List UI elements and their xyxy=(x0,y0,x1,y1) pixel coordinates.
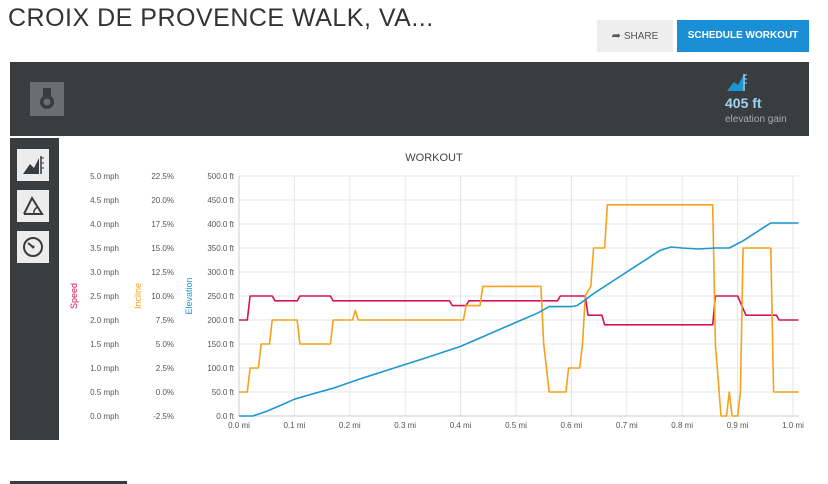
speed-tick-label: 0.0 mph xyxy=(90,412,119,421)
x-tick-label: 0.1 mi xyxy=(284,421,306,430)
incline-tick-label: 17.5% xyxy=(151,220,174,229)
x-tick-label: 0.5 mi xyxy=(505,421,527,430)
speed-chart-button[interactable] xyxy=(17,231,49,263)
x-tick-label: 1.0 mi xyxy=(782,421,804,430)
incline-tick-label: 7.5% xyxy=(156,316,174,325)
speed-tick-label: 4.5 mph xyxy=(90,196,119,205)
speed-tick-label: 1.0 mph xyxy=(90,364,119,373)
elevation-tick-label: 350.0 ft xyxy=(207,244,234,253)
elevation-chart-button[interactable] xyxy=(17,149,49,181)
incline-tick-label: 15.0% xyxy=(151,244,174,253)
elevation-tick-label: 200.0 ft xyxy=(207,316,234,325)
workout-chart-svg: WORKOUT 0.0 mph -2.5% 0.0 ft 0.5 mph 0.0% 50.0… xyxy=(69,152,804,430)
x-tick-label: 0.3 mi xyxy=(394,421,416,430)
x-tick-label: 0.2 mi xyxy=(339,421,361,430)
elevation-tick-label: 450.0 ft xyxy=(207,196,234,205)
incline-chart-button[interactable] xyxy=(17,190,49,222)
speed-tick-label: 1.5 mph xyxy=(90,340,119,349)
bottom-tab-indicator xyxy=(10,481,127,484)
workout-summary-bar: 405 ft elevation gain xyxy=(10,62,809,136)
incline-tick-label: 2.5% xyxy=(156,364,174,373)
x-tick-label: 0.7 mi xyxy=(616,421,638,430)
speed-tick-label: 3.5 mph xyxy=(90,244,119,253)
speed-tick-label: 4.0 mph xyxy=(90,220,119,229)
speed-tick-label: 2.5 mph xyxy=(90,292,119,301)
elevation-tick-label: 0.0 ft xyxy=(216,412,235,421)
medal-icon[interactable] xyxy=(30,82,64,116)
elevation-tick-label: 150.0 ft xyxy=(207,340,234,349)
elevation-gain-icon xyxy=(727,73,747,91)
speedometer-icon xyxy=(23,237,43,257)
share-arrow-icon: ➦ xyxy=(611,30,621,42)
elevation-tick-label: 100.0 ft xyxy=(207,364,234,373)
elevation-tick-label: 250.0 ft xyxy=(207,292,234,301)
speed-axis-label: Speed xyxy=(69,283,79,309)
x-tick-label: 0.9 mi xyxy=(727,421,749,430)
elevation-tick-label: 50.0 ft xyxy=(212,388,235,397)
x-tick-label: 0.0 mi xyxy=(228,421,250,430)
elevation-series-line xyxy=(239,222,799,417)
workout-chart: WORKOUT 0.0 mph -2.5% 0.0 ft 0.5 mph 0.0% 50.0… xyxy=(59,138,809,440)
chart-title: WORKOUT xyxy=(405,152,463,164)
incline-tick-label: 0.0% xyxy=(156,388,174,397)
speed-tick-label: 2.0 mph xyxy=(90,316,119,325)
elevation-axis-label: Elevation xyxy=(184,277,194,314)
schedule-workout-button[interactable]: SCHEDULE WORKOUT xyxy=(677,20,809,52)
incline-series-line xyxy=(239,204,799,417)
speed-tick-label: 0.5 mph xyxy=(90,388,119,397)
incline-tick-label: -2.5% xyxy=(153,412,174,421)
elevation-tick-label: 500.0 ft xyxy=(207,172,234,181)
x-tick-label: 0.6 mi xyxy=(561,421,583,430)
incline-tick-label: 22.5% xyxy=(151,172,174,181)
x-tick-label: 0.4 mi xyxy=(450,421,472,430)
chart-type-sidebar xyxy=(10,138,59,440)
incline-icon xyxy=(23,195,44,215)
incline-tick-label: 12.5% xyxy=(151,268,174,277)
elevation-gain-label: elevation gain xyxy=(725,114,787,125)
share-label: SHARE xyxy=(623,31,659,42)
page-title: CROIX DE PROVENCE WALK, VA... xyxy=(8,4,434,32)
incline-tick-label: 20.0% xyxy=(151,196,174,205)
incline-tick-label: 5.0% xyxy=(156,340,174,349)
share-button[interactable]: ➦ SHARE xyxy=(597,20,673,52)
elevation-gain-value: 405 ft xyxy=(725,95,762,111)
incline-tick-label: 10.0% xyxy=(151,292,174,301)
speed-tick-label: 5.0 mph xyxy=(90,172,119,181)
elevation-chart-icon xyxy=(23,156,44,174)
elevation-tick-label: 300.0 ft xyxy=(207,268,234,277)
elevation-tick-label: 400.0 ft xyxy=(207,220,234,229)
x-tick-label: 0.8 mi xyxy=(671,421,693,430)
incline-axis-label: Incline xyxy=(133,283,143,309)
speed-tick-label: 3.0 mph xyxy=(90,268,119,277)
